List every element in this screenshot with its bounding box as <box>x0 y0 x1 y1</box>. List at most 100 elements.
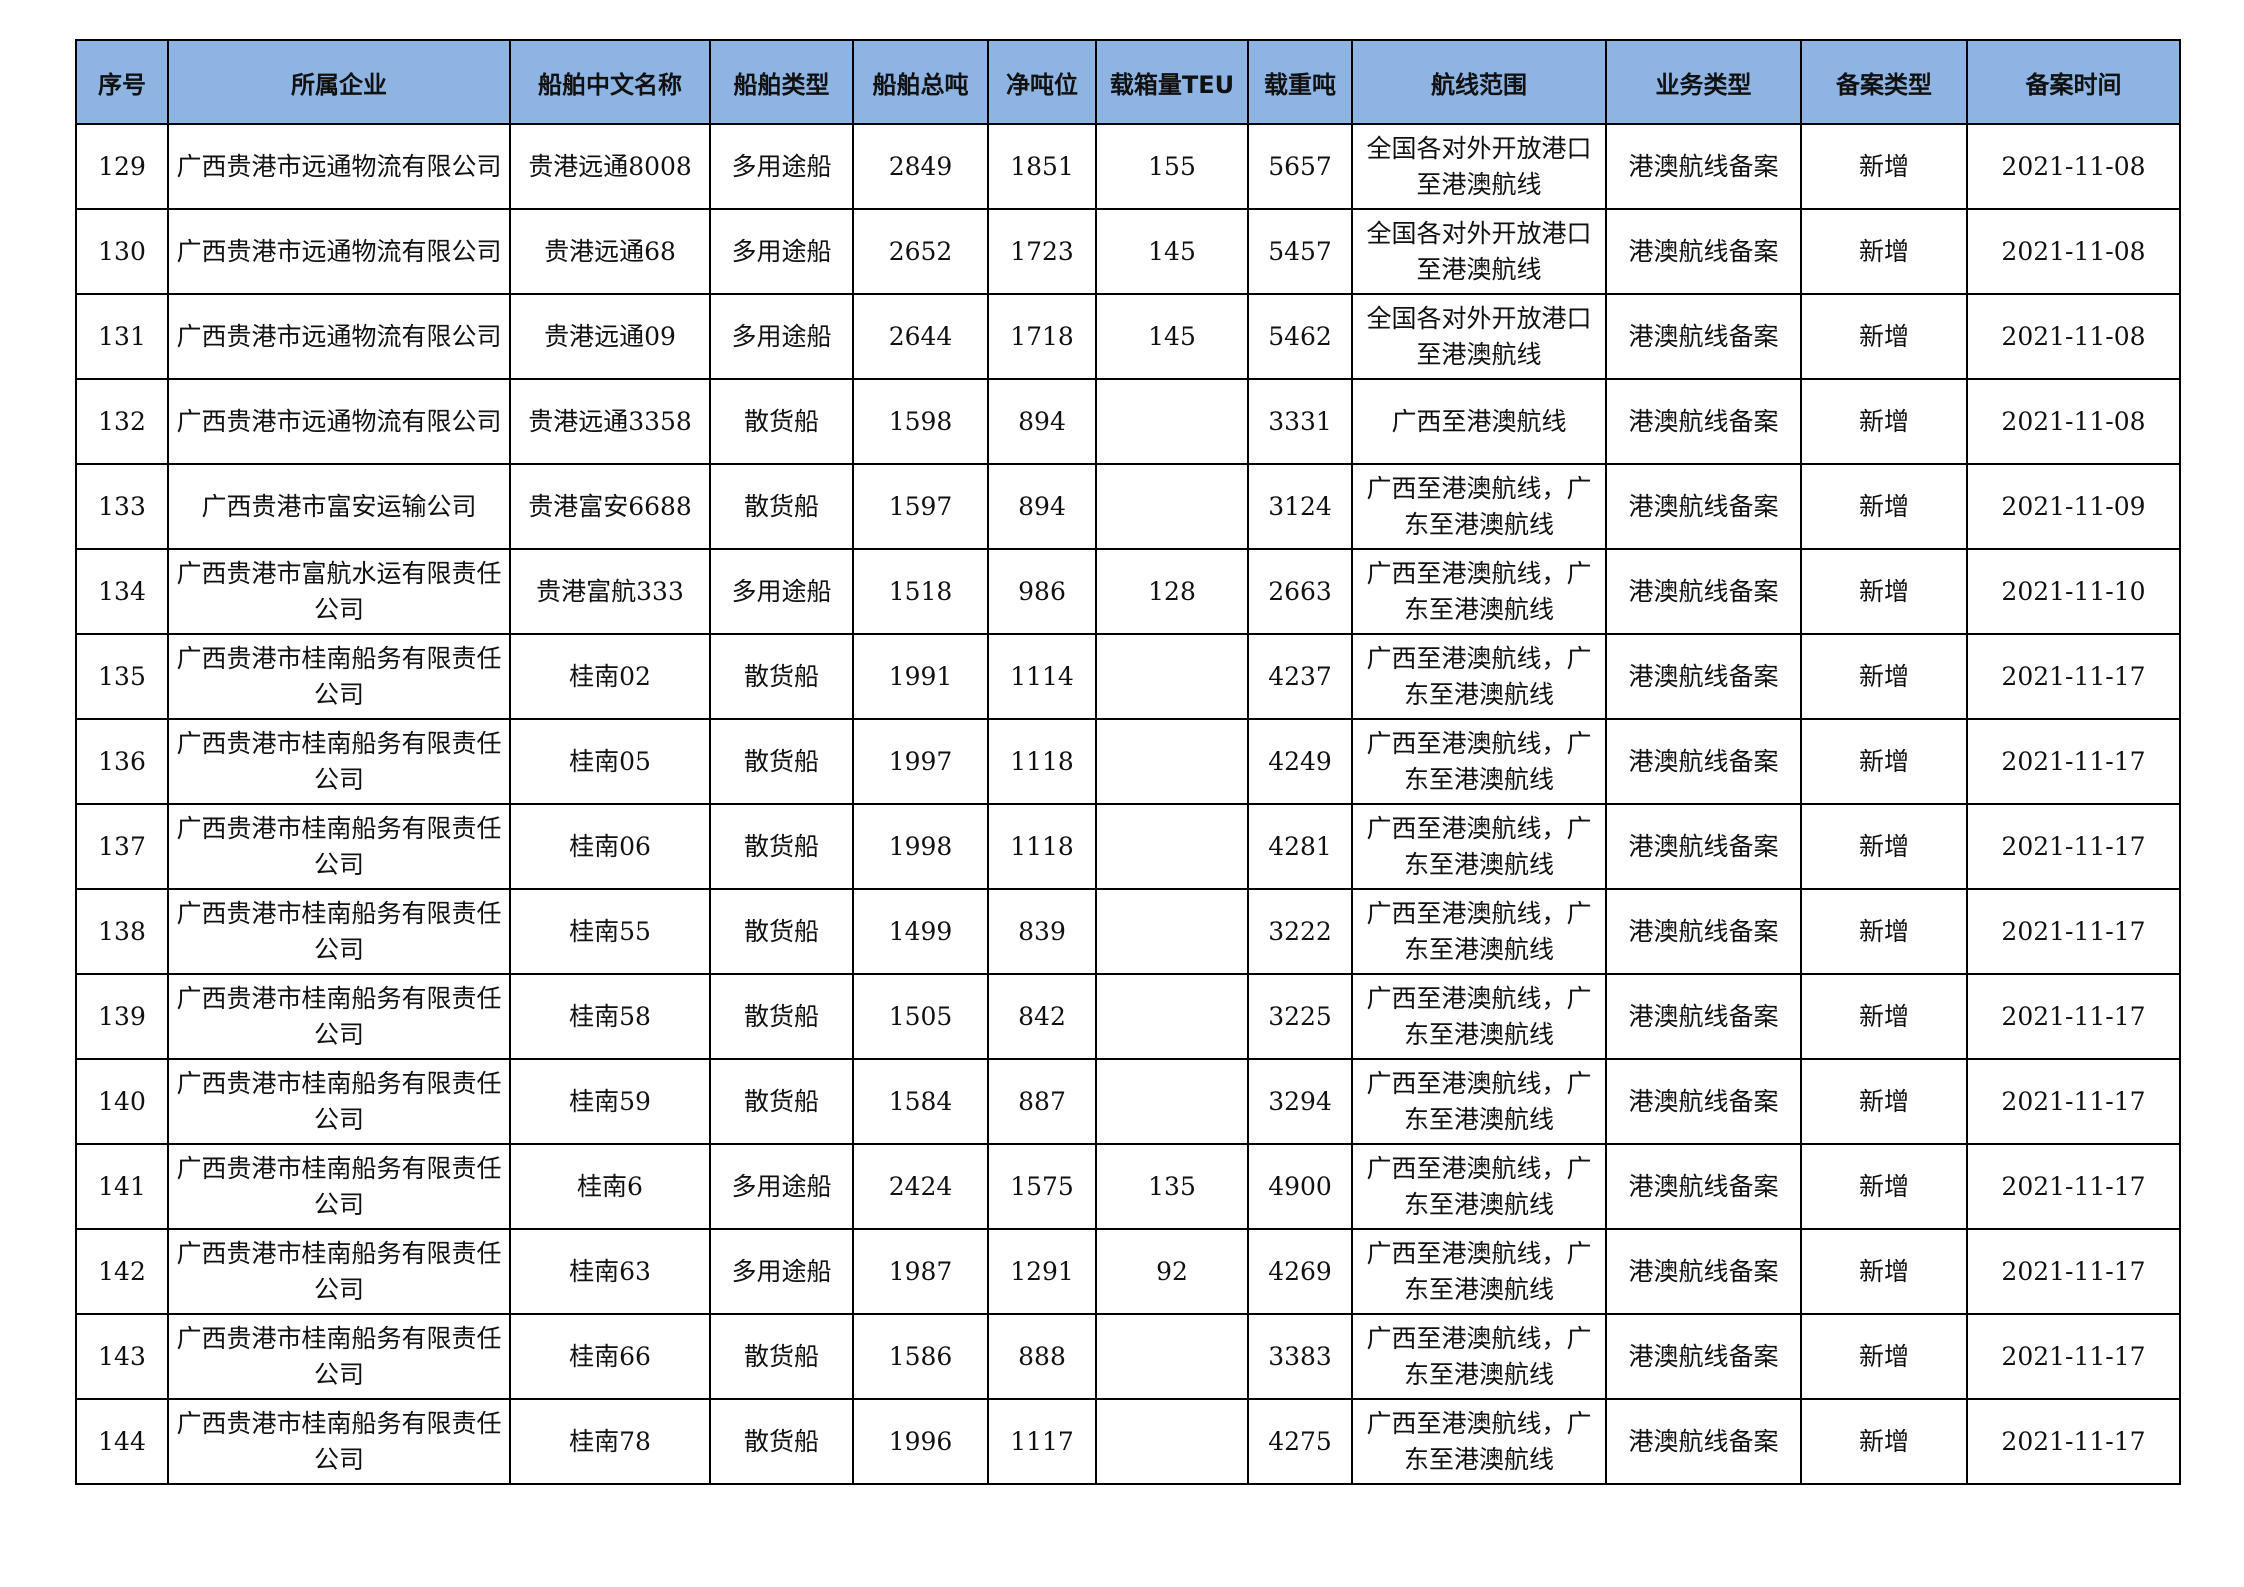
cell-route-scope: 广西至港澳航线，广东至港澳航线 <box>1351 803 1607 890</box>
cell-net-tonnage: 839 <box>987 888 1097 975</box>
table-row: 133 广西贵港市富安运输公司 贵港富安6688 散货船 1597 894 3124 广西至港… <box>75 463 2181 550</box>
cell-teu-capacity: 145 <box>1095 208 1249 295</box>
cell-seq: 139 <box>75 973 169 1060</box>
cell-gross-tonnage: 1987 <box>852 1228 989 1315</box>
cell-business-type: 港澳航线备案 <box>1605 973 1802 1060</box>
cell-teu-capacity: 128 <box>1095 548 1249 635</box>
cell-ship-name: 桂南63 <box>509 1228 711 1315</box>
cell-company: 广西贵港市桂南船务有限责任公司 <box>167 1398 511 1485</box>
table-row: 144 广西贵港市桂南船务有限责任公司 桂南78 散货船 1996 1117 4275 广西至… <box>75 1398 2181 1485</box>
cell-filing-type: 新增 <box>1800 123 1968 210</box>
cell-deadweight: 3225 <box>1247 973 1353 1060</box>
cell-company: 广西贵港市桂南船务有限责任公司 <box>167 973 511 1060</box>
cell-filing-type: 新增 <box>1800 378 1968 465</box>
cell-gross-tonnage: 1998 <box>852 803 989 890</box>
cell-filing-type: 新增 <box>1800 1058 1968 1145</box>
cell-filing-date: 2021-11-17 <box>1966 1398 2181 1485</box>
cell-ship-type: 散货船 <box>709 718 854 805</box>
cell-gross-tonnage: 1518 <box>852 548 989 635</box>
cell-deadweight: 4275 <box>1247 1398 1353 1485</box>
cell-company: 广西贵港市桂南船务有限责任公司 <box>167 803 511 890</box>
cell-net-tonnage: 1723 <box>987 208 1097 295</box>
cell-business-type: 港澳航线备案 <box>1605 208 1802 295</box>
table-row: 136 广西贵港市桂南船务有限责任公司 桂南05 散货船 1997 1118 4249 广西至… <box>75 718 2181 805</box>
cell-deadweight: 5457 <box>1247 208 1353 295</box>
table-row: 130 广西贵港市远通物流有限公司 贵港远通68 多用途船 2652 1723 145 545… <box>75 208 2181 295</box>
cell-business-type: 港澳航线备案 <box>1605 293 1802 380</box>
cell-route-scope: 广西至港澳航线，广东至港澳航线 <box>1351 1228 1607 1315</box>
cell-deadweight: 4249 <box>1247 718 1353 805</box>
table-row: 141 广西贵港市桂南船务有限责任公司 桂南6 多用途船 2424 1575 135 4900… <box>75 1143 2181 1230</box>
cell-business-type: 港澳航线备案 <box>1605 888 1802 975</box>
cell-company: 广西贵港市富安运输公司 <box>167 463 511 550</box>
cell-seq: 132 <box>75 378 169 465</box>
cell-business-type: 港澳航线备案 <box>1605 548 1802 635</box>
cell-teu-capacity <box>1095 1058 1249 1145</box>
cell-business-type: 港澳航线备案 <box>1605 803 1802 890</box>
cell-business-type: 港澳航线备案 <box>1605 463 1802 550</box>
cell-deadweight: 5462 <box>1247 293 1353 380</box>
cell-gross-tonnage: 2849 <box>852 123 989 210</box>
cell-deadweight: 3383 <box>1247 1313 1353 1400</box>
column-header-gross-tonnage: 船舶总吨 <box>852 39 989 125</box>
cell-net-tonnage: 1118 <box>987 803 1097 890</box>
cell-teu-capacity <box>1095 378 1249 465</box>
cell-net-tonnage: 1718 <box>987 293 1097 380</box>
cell-filing-type: 新增 <box>1800 208 1968 295</box>
table-row: 140 广西贵港市桂南船务有限责任公司 桂南59 散货船 1584 887 3294 广西至港… <box>75 1058 2181 1145</box>
cell-ship-type: 散货船 <box>709 973 854 1060</box>
table-row: 143 广西贵港市桂南船务有限责任公司 桂南66 散货船 1586 888 3383 广西至港… <box>75 1313 2181 1400</box>
column-header-seq: 序号 <box>75 39 169 125</box>
cell-seq: 130 <box>75 208 169 295</box>
cell-deadweight: 3124 <box>1247 463 1353 550</box>
cell-deadweight: 3222 <box>1247 888 1353 975</box>
cell-teu-capacity <box>1095 718 1249 805</box>
cell-route-scope: 全国各对外开放港口至港澳航线 <box>1351 293 1607 380</box>
cell-filing-date: 2021-11-17 <box>1966 1058 2181 1145</box>
cell-route-scope: 广西至港澳航线，广东至港澳航线 <box>1351 1313 1607 1400</box>
cell-ship-name: 桂南78 <box>509 1398 711 1485</box>
cell-net-tonnage: 842 <box>987 973 1097 1060</box>
cell-seq: 134 <box>75 548 169 635</box>
cell-filing-type: 新增 <box>1800 633 1968 720</box>
cell-company: 广西贵港市远通物流有限公司 <box>167 208 511 295</box>
table-row: 131 广西贵港市远通物流有限公司 贵港远通09 多用途船 2644 1718 145 546… <box>75 293 2181 380</box>
cell-teu-capacity: 145 <box>1095 293 1249 380</box>
cell-ship-type: 散货船 <box>709 463 854 550</box>
cell-ship-name: 贵港远通68 <box>509 208 711 295</box>
column-header-teu-capacity: 载箱量TEU <box>1095 39 1249 125</box>
cell-ship-name: 桂南58 <box>509 973 711 1060</box>
cell-company: 广西贵港市远通物流有限公司 <box>167 123 511 210</box>
table-row: 135 广西贵港市桂南船务有限责任公司 桂南02 散货船 1991 1114 4237 广西至… <box>75 633 2181 720</box>
cell-deadweight: 3294 <box>1247 1058 1353 1145</box>
column-header-net-tonnage: 净吨位 <box>987 39 1097 125</box>
table-row: 134 广西贵港市富航水运有限责任公司 贵港富航333 多用途船 1518 986 128 2… <box>75 548 2181 635</box>
cell-business-type: 港澳航线备案 <box>1605 633 1802 720</box>
cell-route-scope: 广西至港澳航线，广东至港澳航线 <box>1351 633 1607 720</box>
cell-ship-name: 桂南06 <box>509 803 711 890</box>
cell-net-tonnage: 888 <box>987 1313 1097 1400</box>
cell-ship-type: 散货船 <box>709 1058 854 1145</box>
cell-gross-tonnage: 1505 <box>852 973 989 1060</box>
column-header-filing-date: 备案时间 <box>1966 39 2181 125</box>
cell-filing-type: 新增 <box>1800 888 1968 975</box>
cell-company: 广西贵港市远通物流有限公司 <box>167 378 511 465</box>
cell-net-tonnage: 1118 <box>987 718 1097 805</box>
cell-ship-type: 散货船 <box>709 378 854 465</box>
cell-ship-type: 散货船 <box>709 888 854 975</box>
cell-teu-capacity <box>1095 463 1249 550</box>
cell-gross-tonnage: 1584 <box>852 1058 989 1145</box>
cell-seq: 137 <box>75 803 169 890</box>
cell-route-scope: 广西至港澳航线 <box>1351 378 1607 465</box>
cell-filing-date: 2021-11-17 <box>1966 973 2181 1060</box>
cell-deadweight: 3331 <box>1247 378 1353 465</box>
cell-gross-tonnage: 1991 <box>852 633 989 720</box>
cell-business-type: 港澳航线备案 <box>1605 1143 1802 1230</box>
cell-teu-capacity <box>1095 1398 1249 1485</box>
cell-filing-date: 2021-11-17 <box>1966 718 2181 805</box>
cell-net-tonnage: 894 <box>987 378 1097 465</box>
cell-net-tonnage: 1117 <box>987 1398 1097 1485</box>
cell-ship-name: 桂南05 <box>509 718 711 805</box>
cell-route-scope: 广西至港澳航线，广东至港澳航线 <box>1351 888 1607 975</box>
cell-route-scope: 广西至港澳航线，广东至港澳航线 <box>1351 973 1607 1060</box>
